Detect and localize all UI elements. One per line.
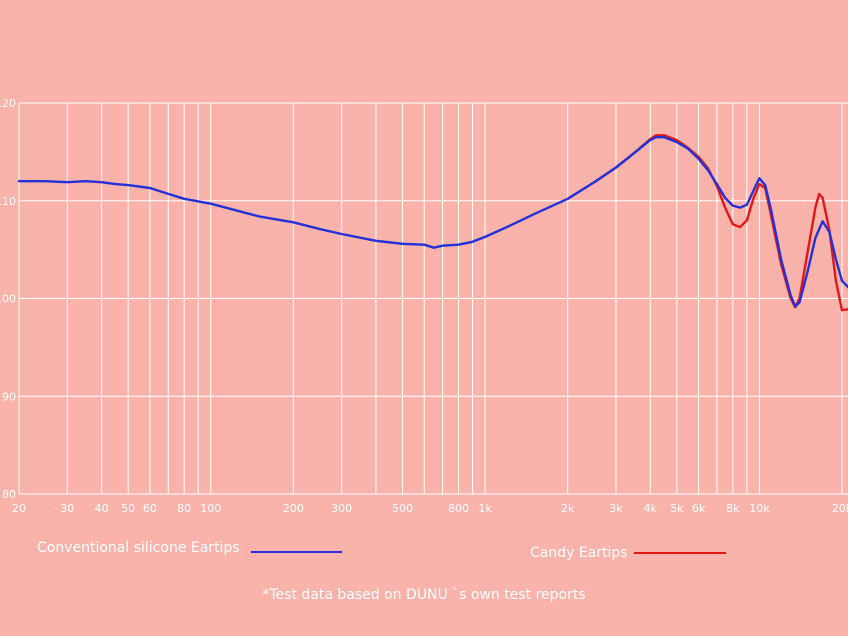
x-tick-label-800: 800 <box>448 502 469 515</box>
x-tick-label-2k: 2k <box>561 502 575 515</box>
x-tick-label-5k: 5k <box>670 502 684 515</box>
legend-swatch-conventional-silicone <box>251 551 342 553</box>
x-tick-label-6k: 6k <box>692 502 706 515</box>
chart-grid <box>18 102 848 495</box>
x-axis-ticks: 20 30 40 50 60 80 100 200 300 500 800 1k 2k 3k 4k 5k 6k 8… <box>12 502 848 515</box>
x-tick-label-50: 50 <box>121 502 135 515</box>
x-tick-label-80: 80 <box>177 502 191 515</box>
test-data-footnote: *Test data based on DUNU `s own test rep… <box>262 587 586 603</box>
y-tick-label-100: 100 <box>0 293 16 306</box>
x-tick-label-20: 20 <box>12 502 26 515</box>
chart-series <box>17 134 848 312</box>
x-tick-label-60: 60 <box>143 502 157 515</box>
x-tick-label-20k: 20k <box>832 502 848 515</box>
series-line-candy-eartips <box>593 134 848 312</box>
x-tick-label-10k: 10k <box>749 502 770 515</box>
y-tick-label-90: 90 <box>2 390 16 403</box>
legend-label-candy-eartips: Candy Eartips <box>530 545 628 561</box>
x-tick-label-500: 500 <box>392 502 413 515</box>
x-tick-label-1k: 1k <box>478 502 492 515</box>
x-tick-label-4k: 4k <box>644 502 658 515</box>
x-tick-label-3k: 3k <box>609 502 623 515</box>
x-tick-label-8k: 8k <box>726 502 740 515</box>
x-tick-label-30: 30 <box>60 502 74 515</box>
x-tick-label-40: 40 <box>95 502 109 515</box>
legend-label-conventional-silicone: Conventional silicone Eartips <box>37 540 240 556</box>
x-tick-label-200: 200 <box>283 502 304 515</box>
x-tick-label-300: 300 <box>331 502 352 515</box>
y-tick-label-110: 110 <box>0 195 16 208</box>
legend-swatch-candy-eartips <box>634 552 726 554</box>
x-tick-label-100: 100 <box>200 502 221 515</box>
series-line-conventional-silicone <box>17 136 848 308</box>
y-tick-label-80: 80 <box>2 488 16 501</box>
y-tick-label-120: 120 <box>0 97 16 110</box>
y-axis-ticks: 120 110 100 90 80 <box>0 97 16 501</box>
